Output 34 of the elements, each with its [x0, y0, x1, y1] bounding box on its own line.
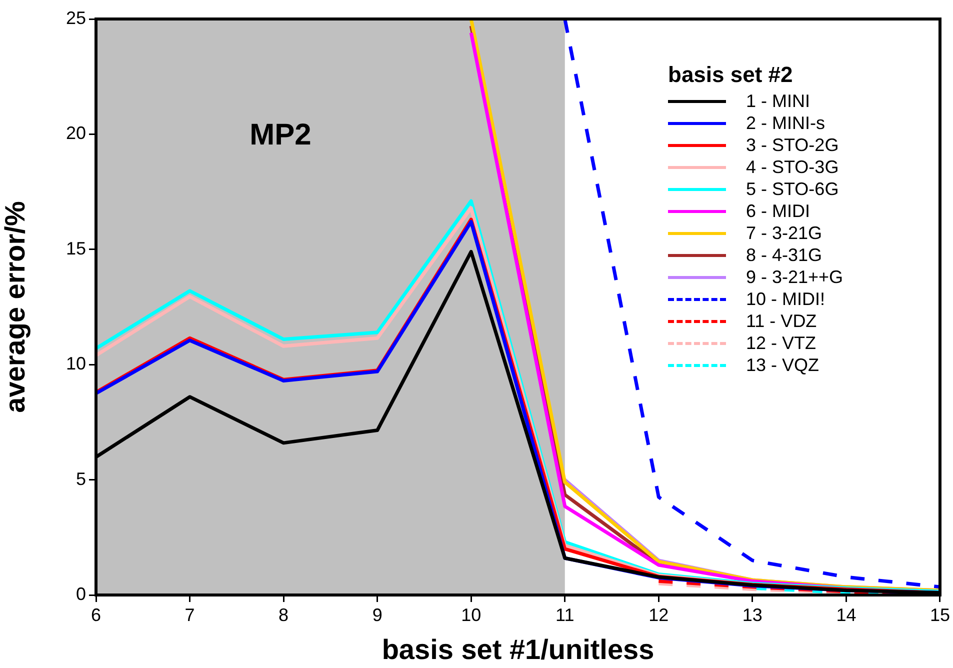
x-tick-label: 14: [836, 604, 856, 625]
y-tick-label: 10: [66, 354, 86, 374]
legend-label: 6 - MIDI: [746, 200, 810, 222]
y-axis-title: average error/%: [0, 201, 31, 413]
band-label: MP2: [250, 118, 312, 152]
x-tick-label: 12: [648, 604, 669, 625]
x-tick-label: 9: [372, 604, 382, 625]
y-tick-label: 5: [76, 468, 86, 489]
x-tick-label: 13: [742, 604, 762, 625]
y-tick-label: 25: [66, 8, 86, 28]
legend-label: 11 - VDZ: [746, 310, 817, 332]
legend-label: 12 - VTZ: [746, 332, 816, 354]
x-tick-label: 11: [556, 604, 574, 625]
legend-label: 8 - 4-31G: [746, 244, 822, 266]
legend-label: 3 - STO-2G: [746, 134, 839, 156]
legend-label: 10 - MIDI!: [746, 288, 826, 310]
x-axis-title: basis set #1/unitless: [382, 634, 654, 665]
y-tick-label: 0: [76, 584, 86, 604]
x-tick-label: 8: [278, 604, 289, 625]
x-tick-label: 10: [461, 604, 482, 625]
legend-label: 1 - MINI: [746, 90, 810, 112]
y-tick-label: 15: [66, 238, 86, 258]
legend-label: 2 - MINI-s: [746, 112, 825, 134]
legend-label: 5 - STO-6G: [746, 178, 839, 200]
legend-label: 4 - STO-3G: [746, 156, 839, 178]
legend-title: basis set #2: [668, 62, 794, 88]
y-tick-label: 20: [66, 123, 86, 144]
legend-label: 13 - VQZ: [746, 354, 820, 376]
x-tick-label: 15: [930, 604, 950, 625]
line-series: [563, 19, 940, 589]
x-tick-label: 7: [184, 604, 195, 625]
legend-label: 7 - 3-21G: [746, 222, 822, 244]
x-tick-label: 6: [90, 604, 102, 625]
legend-label: 9 - 3-21++G: [746, 266, 844, 288]
